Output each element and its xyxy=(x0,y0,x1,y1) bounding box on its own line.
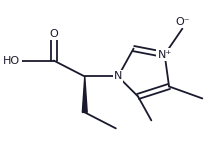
Text: N⁺: N⁺ xyxy=(157,50,172,59)
Text: HO: HO xyxy=(3,56,21,66)
Text: O⁻: O⁻ xyxy=(175,17,190,27)
Polygon shape xyxy=(82,77,87,112)
Text: O: O xyxy=(49,29,58,39)
Text: N: N xyxy=(114,71,122,82)
